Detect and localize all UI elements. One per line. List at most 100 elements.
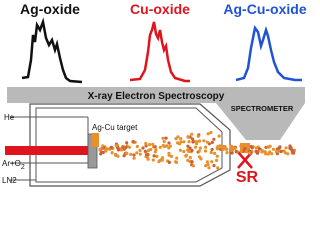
target-label: Ag-Cu target: [92, 123, 138, 132]
xps-band: [7, 87, 305, 103]
figure: Ag-oxide Cu-oxide Ag-Cu-oxide X-ray Elec…: [2, 1, 307, 187]
particle: [175, 156, 179, 160]
chamber: [29, 103, 231, 187]
particle: [167, 160, 171, 164]
spectrum-cu: [129, 21, 190, 83]
particle: [288, 144, 292, 148]
particle: [153, 150, 157, 154]
particle: [202, 139, 206, 143]
particle: [179, 137, 183, 141]
particle: [250, 146, 254, 150]
particle: [143, 149, 147, 153]
particle: [116, 154, 120, 158]
spectrum-ag: [21, 17, 83, 84]
particle: [99, 152, 103, 156]
spectrometer-label: SPECTROMETER: [231, 104, 294, 113]
particle: [209, 150, 213, 155]
he-label: He: [4, 113, 15, 122]
particle: [182, 149, 186, 154]
particle: [225, 147, 229, 151]
particle: [188, 155, 192, 160]
particle: [292, 151, 296, 155]
particle: [215, 147, 220, 151]
particle: [132, 156, 136, 160]
particle: [151, 142, 155, 146]
particle: [152, 154, 156, 158]
particle: [160, 158, 164, 162]
particle: [230, 151, 234, 155]
particle: [195, 142, 199, 146]
spectrum-ag-cu: [235, 25, 302, 82]
rod: [5, 146, 95, 155]
particle: [125, 141, 129, 145]
particle: [153, 145, 157, 149]
particle: [276, 147, 280, 151]
particle: [186, 135, 190, 139]
particle: [212, 164, 216, 168]
particle: [176, 141, 180, 145]
particle: [167, 153, 171, 157]
particle: [233, 146, 237, 150]
particle: [132, 153, 136, 157]
particle: [204, 164, 208, 168]
particle: [129, 152, 133, 156]
particle: [203, 149, 208, 153]
particle: [146, 157, 150, 161]
particle: [131, 140, 135, 144]
particle: [271, 147, 276, 151]
particle: [186, 144, 190, 148]
particle: [141, 146, 145, 150]
particle: [161, 136, 165, 140]
particle: [167, 141, 171, 145]
target: [92, 133, 99, 147]
particle: [110, 151, 114, 155]
particle: [165, 144, 169, 148]
particle: [199, 157, 203, 161]
particle: [174, 160, 178, 164]
particle: [101, 144, 105, 148]
particle: [158, 145, 162, 149]
particle: [124, 151, 128, 155]
particle: [239, 144, 243, 148]
particle: [212, 137, 216, 141]
particle: [190, 132, 194, 136]
particle: [157, 160, 161, 164]
particle: [234, 150, 238, 154]
particle: [138, 152, 142, 156]
particle: [215, 158, 219, 162]
particle: [113, 153, 117, 157]
particle: [161, 143, 165, 148]
particle: [191, 140, 195, 144]
particle: [216, 166, 220, 170]
particle: [135, 151, 139, 155]
particle: [138, 148, 142, 153]
particle: [247, 145, 251, 149]
particle: [127, 145, 131, 149]
particle: [149, 147, 153, 152]
particle: [167, 146, 171, 150]
particle: [187, 140, 191, 144]
particle: [275, 149, 279, 153]
particle: [264, 152, 268, 156]
particle: [268, 150, 272, 154]
particle: [114, 144, 118, 148]
particle: [198, 139, 202, 143]
ar-sub: 2: [21, 164, 25, 171]
ar-text: Ar+O: [2, 159, 21, 168]
particle: [225, 151, 229, 155]
spectrometer: [216, 103, 305, 140]
particle: [220, 145, 224, 149]
particle: [194, 145, 198, 149]
particle: [206, 132, 210, 136]
particle: [207, 166, 211, 170]
particle: [98, 148, 102, 152]
particle: [288, 146, 292, 150]
particle: [213, 151, 217, 155]
particle: [196, 134, 200, 138]
particle: [160, 156, 165, 160]
particle: [144, 144, 148, 148]
particle: [146, 153, 150, 157]
particle: [218, 144, 222, 148]
particle: [104, 149, 108, 153]
particle-cloud: [98, 130, 297, 170]
